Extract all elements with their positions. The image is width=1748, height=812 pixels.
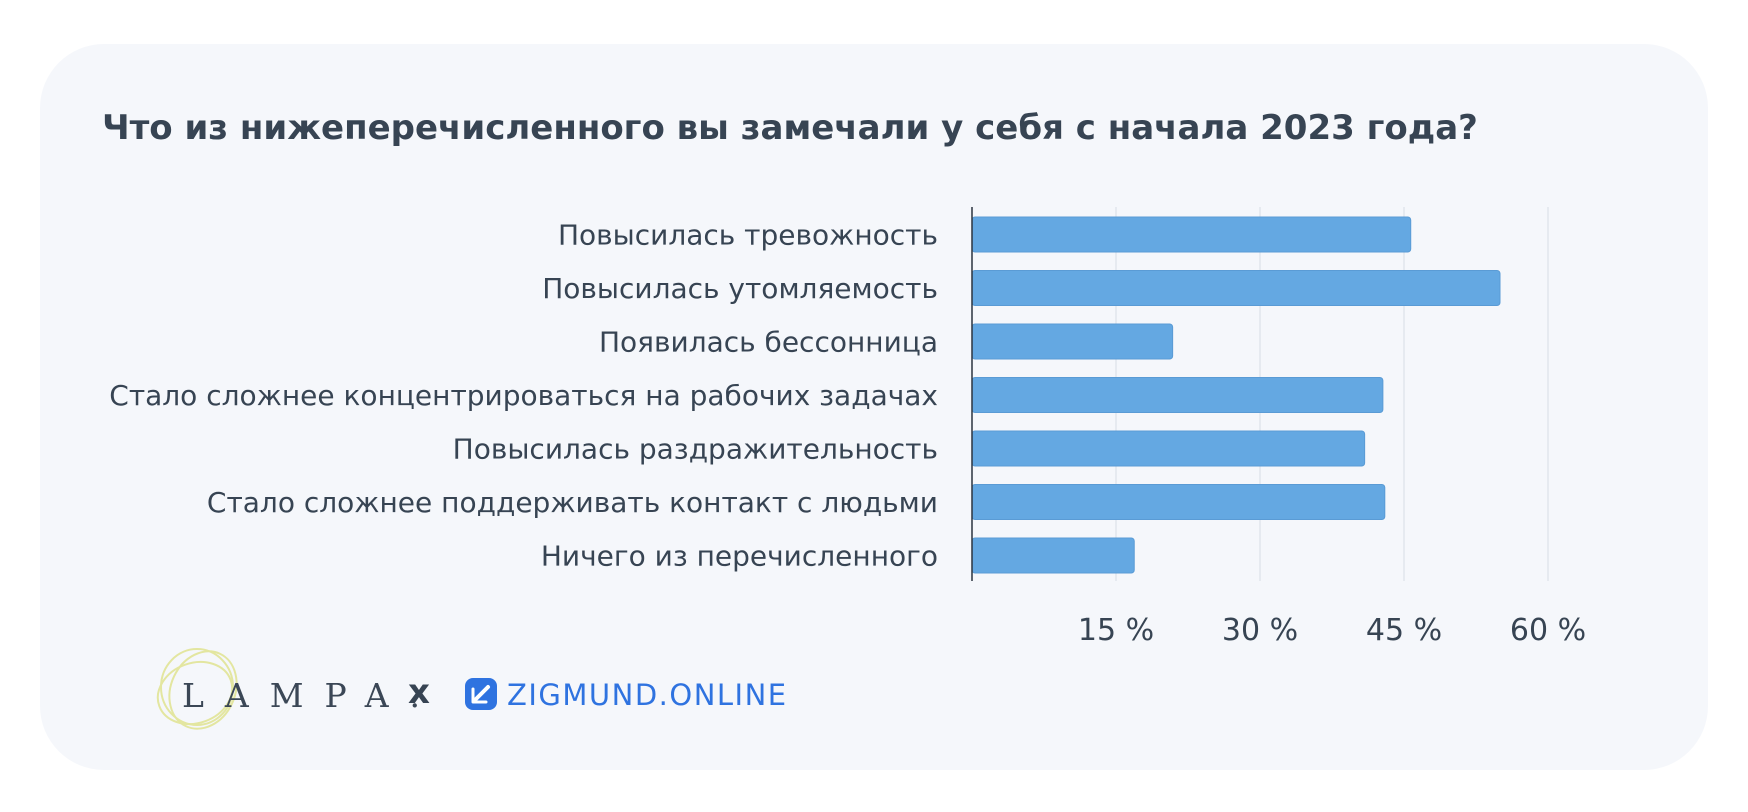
- bar: [971, 216, 1412, 253]
- partner-separator: x: [408, 672, 430, 712]
- zigmund-logo-text: ZIGMUND.ONLINE: [507, 678, 788, 712]
- bar: [971, 430, 1366, 467]
- lampa-circles-icon: [156, 648, 238, 730]
- chart-title: Что из нижеперечисленного вы замечали у …: [102, 108, 1478, 148]
- x-tick-label: 60 %: [1510, 613, 1586, 648]
- x-tick-label: 30 %: [1222, 613, 1298, 648]
- category-label: Повысилась раздражительность: [453, 433, 938, 466]
- lampa-logo-text: LAMPA.: [182, 676, 442, 715]
- zigmund-square-icon: [465, 678, 497, 710]
- bar: [971, 377, 1384, 413]
- x-tick-label: 15 %: [1078, 613, 1154, 648]
- category-label: Появилась бессонница: [599, 326, 938, 359]
- bar: [971, 323, 1174, 360]
- bar: [971, 270, 1501, 306]
- bar: [971, 484, 1386, 520]
- category-label: Стало сложнее концентрироваться на рабоч…: [109, 379, 938, 412]
- x-tick-label: 45 %: [1366, 613, 1442, 648]
- category-label: Повысилась тревожность: [558, 219, 938, 252]
- category-label: Ничего из перечисленного: [541, 540, 938, 573]
- bar: [971, 537, 1135, 574]
- category-label: Стало сложнее поддерживать контакт с люд…: [207, 486, 938, 519]
- category-label: Повысилась утомляемость: [542, 272, 938, 305]
- chart-card: [40, 44, 1708, 770]
